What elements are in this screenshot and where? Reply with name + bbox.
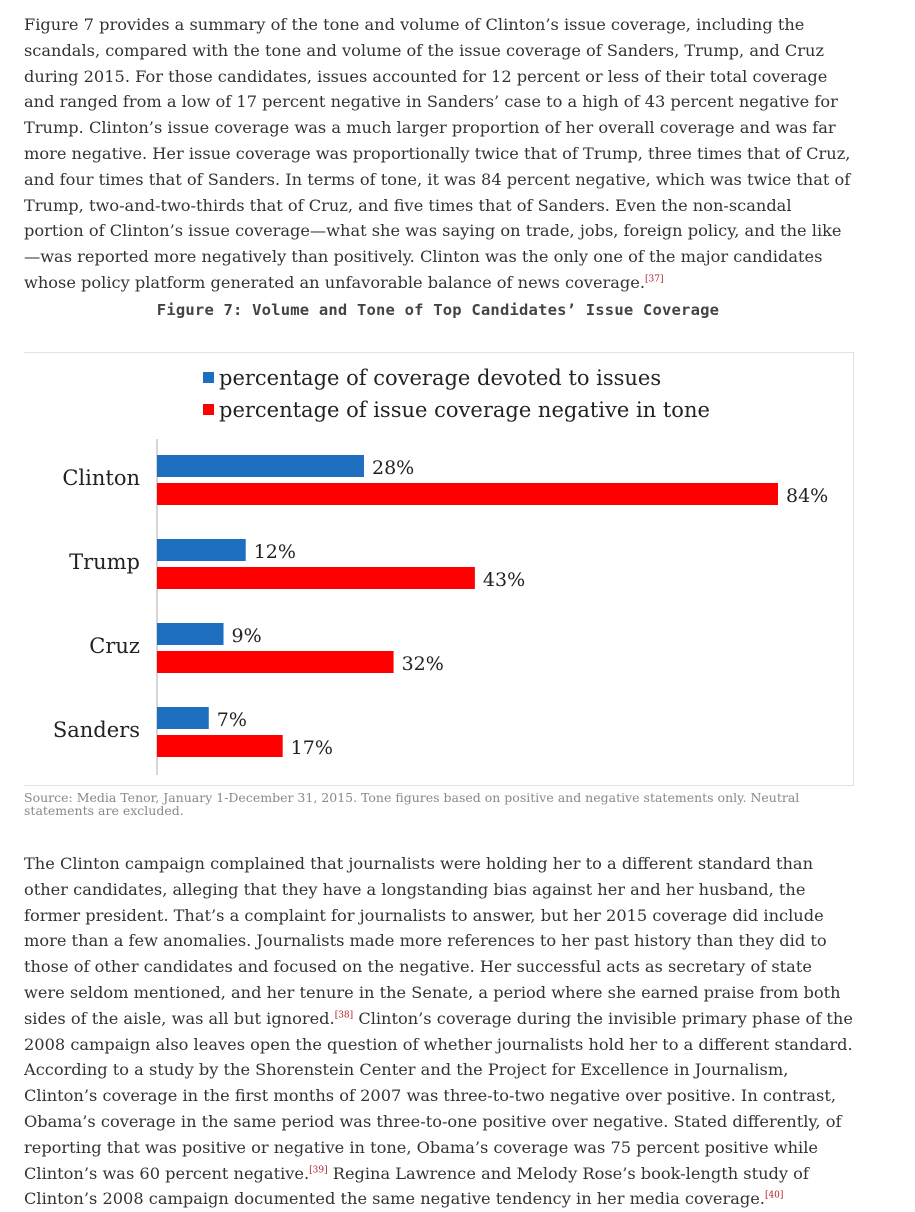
- data-label-sanders-issues: 7%: [217, 709, 247, 731]
- bar-sanders-negative: [157, 735, 283, 757]
- data-label-clinton-negative: 84%: [786, 485, 828, 507]
- footnote-link-37[interactable]: [37]: [645, 274, 664, 285]
- bar-trump-issues: [157, 539, 246, 561]
- bar-chart: percentage of coverage devoted to issues…: [53, 366, 828, 775]
- bar-clinton-issues: [157, 455, 364, 477]
- legend-swatch-negative: [203, 404, 214, 415]
- category-label-clinton: Clinton: [62, 466, 140, 490]
- legend-label-issues: percentage of coverage devoted to issues: [219, 366, 661, 390]
- data-label-cruz-issues: 9%: [232, 625, 262, 647]
- chart-legend: percentage of coverage devoted to issues…: [203, 366, 710, 422]
- category-label-sanders: Sanders: [53, 718, 140, 742]
- figure-title: Figure 7: Volume and Tone of Top Candida…: [156, 301, 720, 319]
- data-label-trump-negative: 43%: [483, 569, 525, 591]
- body-paragraph-text-1: The Clinton campaign complained that jou…: [24, 854, 841, 1028]
- category-label-trump: Trump: [69, 550, 140, 574]
- body-paragraph-text-2: Clinton’s coverage during the invisible …: [24, 1008, 853, 1183]
- legend-label-negative: percentage of issue coverage negative in…: [219, 398, 710, 422]
- body-paragraph: The Clinton campaign complained that jou…: [24, 851, 854, 1212]
- footnote-link-40[interactable]: [40]: [764, 1190, 784, 1201]
- intro-paragraph: Figure 7 provides a summary of the tone …: [24, 12, 854, 296]
- bar-clinton-negative: [157, 483, 778, 505]
- bars-group: Clinton 28% 84% Trump 12% 43% Cruz 9% 32% Sanders…: [53, 455, 828, 759]
- footnote-link-38[interactable]: [38]: [334, 1010, 354, 1021]
- bar-trump-negative: [157, 567, 475, 589]
- chart-container: percentage of coverage devoted to issues…: [24, 352, 854, 786]
- bar-cruz-issues: [157, 623, 224, 645]
- category-label-cruz: Cruz: [89, 634, 140, 658]
- data-label-sanders-negative: 17%: [291, 737, 333, 759]
- bar-sanders-issues: [157, 707, 209, 729]
- data-label-clinton-issues: 28%: [372, 457, 414, 479]
- data-label-trump-issues: 12%: [254, 541, 296, 563]
- legend-swatch-issues: [203, 372, 214, 383]
- intro-paragraph-text: Figure 7 provides a summary of the tone …: [24, 15, 851, 292]
- source-note: Source: Media Tenor, January 1-December …: [24, 790, 800, 818]
- bar-cruz-negative: [157, 651, 394, 673]
- data-label-cruz-negative: 32%: [402, 653, 444, 675]
- footnote-link-39[interactable]: [39]: [309, 1165, 328, 1176]
